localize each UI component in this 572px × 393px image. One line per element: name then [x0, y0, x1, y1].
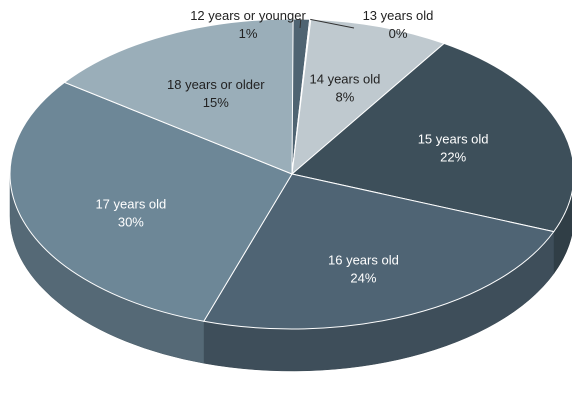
- slice-label-5: 17 years old 30%: [95, 196, 166, 229]
- leader-lines: [299, 18, 355, 29]
- slice-category-label: 14 years old: [310, 72, 381, 87]
- slice-percent-label: 15%: [203, 95, 229, 110]
- slice-category-label: 12 years or younger: [190, 8, 306, 23]
- leader-line-1: [310, 18, 355, 29]
- leader-line-0: [299, 19, 302, 29]
- slice-percent-label: 0%: [389, 26, 408, 41]
- slice-percent-label: 8%: [336, 90, 355, 105]
- slice-labels: 12 years or younger 1% 13 years old 0% 14 ye…: [95, 8, 488, 285]
- pie-slices: [9, 18, 572, 330]
- slice-category-label: 17 years old: [95, 196, 166, 211]
- pie-slice-4: [202, 173, 555, 330]
- slice-label-4: 16 years old 24%: [328, 252, 399, 285]
- slice-percent-label: 24%: [350, 270, 376, 285]
- slice-category-label: 18 years or older: [167, 77, 265, 92]
- slice-label-3: 15 years old 22%: [418, 132, 489, 165]
- slice-category-label: 15 years old: [418, 132, 489, 147]
- slice-percent-label: 1%: [239, 26, 258, 41]
- pie-slice-3: [290, 42, 572, 233]
- slice-percent-label: 30%: [118, 214, 144, 229]
- slice-category-label: 13 years old: [363, 8, 434, 23]
- slice-label-0: 12 years or younger 1%: [190, 8, 306, 41]
- pie-slice-2: [291, 18, 446, 176]
- pie-slice-5: [9, 81, 293, 322]
- pie-slice-6: [63, 18, 294, 175]
- slice-label-6: 18 years or older 15%: [167, 77, 265, 110]
- slice-category-label: 16 years old: [328, 252, 399, 267]
- slice-label-2: 14 years old 8%: [310, 72, 381, 105]
- slice-label-1: 13 years old 0%: [363, 8, 434, 41]
- slice-percent-label: 22%: [440, 150, 466, 165]
